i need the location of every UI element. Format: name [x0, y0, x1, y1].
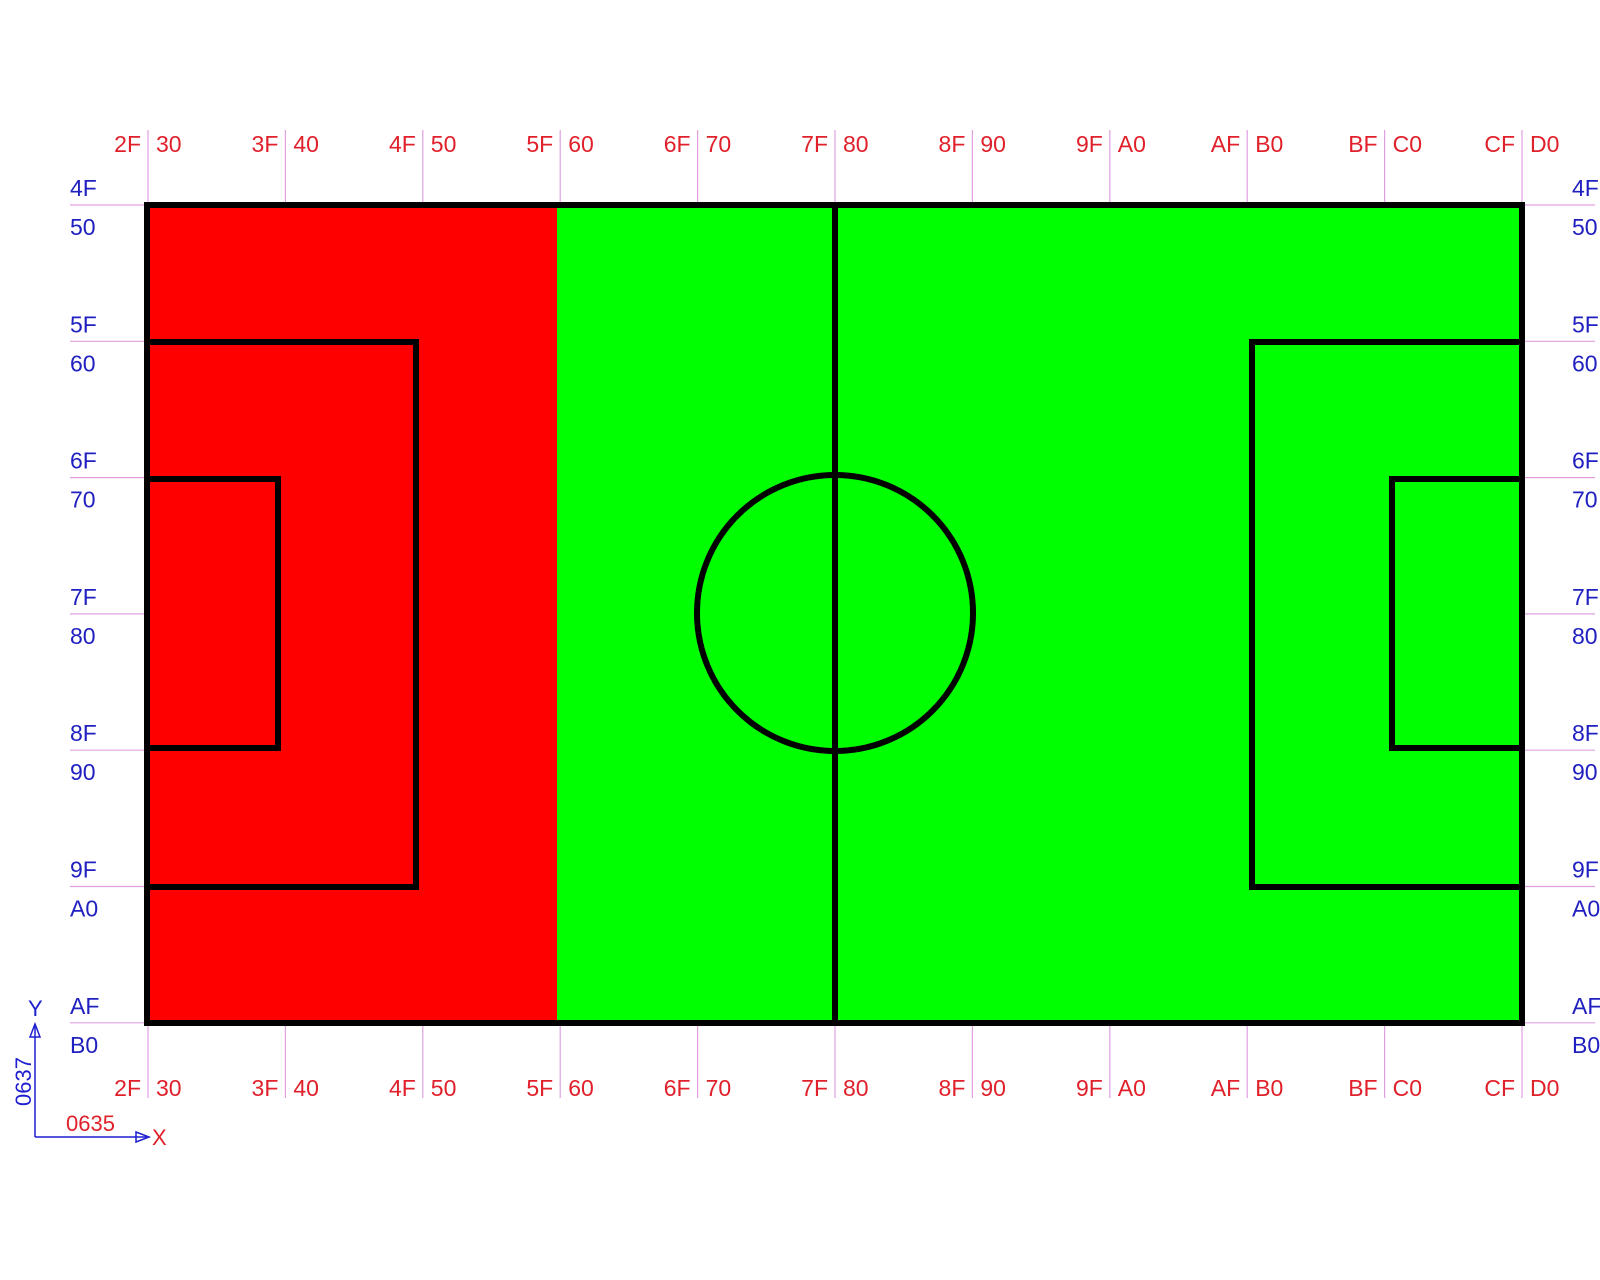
- x-label-top-left: 5F: [526, 131, 553, 157]
- y-label-left-lower: B0: [70, 1032, 98, 1058]
- x-label-bottom-left: CF: [1484, 1075, 1515, 1101]
- y-axis-arrow-icon: [28, 1021, 42, 1038]
- x-label-top-right: 50: [431, 131, 457, 157]
- x-label-bottom-left: 8F: [939, 1075, 966, 1101]
- y-label-right-upper: 9F: [1572, 857, 1599, 883]
- x-label-bottom-left: BF: [1348, 1075, 1377, 1101]
- y-label-left-lower: 80: [70, 623, 96, 649]
- x-label-top-left: 6F: [664, 131, 691, 157]
- x-label-bottom-right: 30: [156, 1075, 182, 1101]
- y-label-left-upper: 6F: [70, 448, 97, 474]
- y-label-left-upper: 4F: [70, 175, 97, 201]
- x-label-bottom-left: AF: [1211, 1075, 1240, 1101]
- axis-indicator: Y X 0637 0635: [11, 996, 167, 1150]
- y-label-right-upper: AF: [1572, 993, 1600, 1019]
- x-label-bottom-left: 7F: [801, 1075, 828, 1101]
- y-label-right-upper: 4F: [1572, 175, 1599, 201]
- y-label-left-upper: AF: [70, 993, 99, 1019]
- x-label-bottom-right: 50: [431, 1075, 457, 1101]
- grid-ticks: [70, 130, 1595, 1098]
- y-label-right-lower: B0: [1572, 1032, 1600, 1058]
- x-label-top-right: 70: [706, 131, 732, 157]
- y-label-left-lower: 60: [70, 350, 96, 376]
- right-penalty-box: [1249, 339, 1522, 890]
- x-label-bottom-left: 3F: [252, 1075, 279, 1101]
- y-label-right-lower: A0: [1572, 896, 1600, 922]
- x-label-top-right: C0: [1393, 131, 1422, 157]
- x-label-top-right: 60: [568, 131, 594, 157]
- x-label-top-right: 90: [980, 131, 1006, 157]
- x-label-bottom-right: 40: [293, 1075, 319, 1101]
- y-label-right-lower: 90: [1572, 759, 1598, 785]
- x-label-top-left: 3F: [252, 131, 279, 157]
- x-label-top-left: 4F: [389, 131, 416, 157]
- right-goal-box: [1389, 476, 1522, 751]
- y-label-left-lower: 90: [70, 759, 96, 785]
- x-label-bottom-left: 2F: [114, 1075, 141, 1101]
- field-markings: [144, 202, 1525, 1026]
- y-axis-letter: Y: [28, 996, 43, 1021]
- x-label-top-left: AF: [1211, 131, 1240, 157]
- y-label-left-upper: 7F: [70, 584, 97, 610]
- left-penalty-box: [147, 339, 419, 890]
- center-circle: [694, 472, 976, 754]
- x-label-bottom-right: B0: [1255, 1075, 1283, 1101]
- x-label-top-left: 9F: [1076, 131, 1103, 157]
- x-label-top-right: 40: [293, 131, 319, 157]
- x-axis-letter: X: [152, 1125, 167, 1150]
- y-label-right-upper: 8F: [1572, 720, 1599, 746]
- y-label-right-lower: 80: [1572, 623, 1598, 649]
- x-label-top-left: 8F: [939, 131, 966, 157]
- x-label-bottom-right: C0: [1393, 1075, 1422, 1101]
- y-label-left-upper: 5F: [70, 311, 97, 337]
- green-zone: [557, 203, 1522, 1023]
- x-label-bottom-right: 80: [843, 1075, 869, 1101]
- y-label-right-upper: 5F: [1572, 311, 1599, 337]
- y-label-right-lower: 50: [1572, 214, 1598, 240]
- y-label-left-lower: 70: [70, 487, 96, 513]
- y-label-left-lower: A0: [70, 896, 98, 922]
- x-label-top-right: B0: [1255, 131, 1283, 157]
- x-label-top-left: 2F: [114, 131, 141, 157]
- y-origin-value: 0637: [11, 1057, 36, 1106]
- x-label-bottom-left: 5F: [526, 1075, 553, 1101]
- x-label-bottom-right: 90: [980, 1075, 1006, 1101]
- y-label-left-lower: 50: [70, 214, 96, 240]
- y-label-left-upper: 8F: [70, 720, 97, 746]
- x-label-bottom-right: A0: [1118, 1075, 1146, 1101]
- y-label-right-lower: 60: [1572, 350, 1598, 376]
- x-label-top-left: 7F: [801, 131, 828, 157]
- x-label-bottom-left: 4F: [389, 1075, 416, 1101]
- x-label-bottom-left: 6F: [664, 1075, 691, 1101]
- left-goal-box: [147, 476, 281, 751]
- x-label-top-right: D0: [1530, 131, 1559, 157]
- x-label-bottom-right: D0: [1530, 1075, 1559, 1101]
- x-label-bottom-left: 9F: [1076, 1075, 1103, 1101]
- x-label-top-right: 80: [843, 131, 869, 157]
- y-label-right-lower: 70: [1572, 487, 1598, 513]
- grid-labels: 2F 30 2F 30 3F 40 3F 40 4F 50 4F 50 5F 60 5F 60 6F 70 6F 70…: [70, 131, 1600, 1101]
- x-label-top-right: 30: [156, 131, 182, 157]
- x-label-top-left: CF: [1484, 131, 1515, 157]
- y-label-right-upper: 7F: [1572, 584, 1599, 610]
- x-label-bottom-right: 70: [706, 1075, 732, 1101]
- x-origin-value: 0635: [66, 1111, 115, 1136]
- x-label-top-left: BF: [1348, 131, 1377, 157]
- x-label-bottom-right: 60: [568, 1075, 594, 1101]
- y-label-right-upper: 6F: [1572, 448, 1599, 474]
- x-label-top-right: A0: [1118, 131, 1146, 157]
- x-axis-arrow-icon: [135, 1130, 152, 1144]
- red-zone: [147, 203, 557, 1023]
- y-label-left-upper: 9F: [70, 857, 97, 883]
